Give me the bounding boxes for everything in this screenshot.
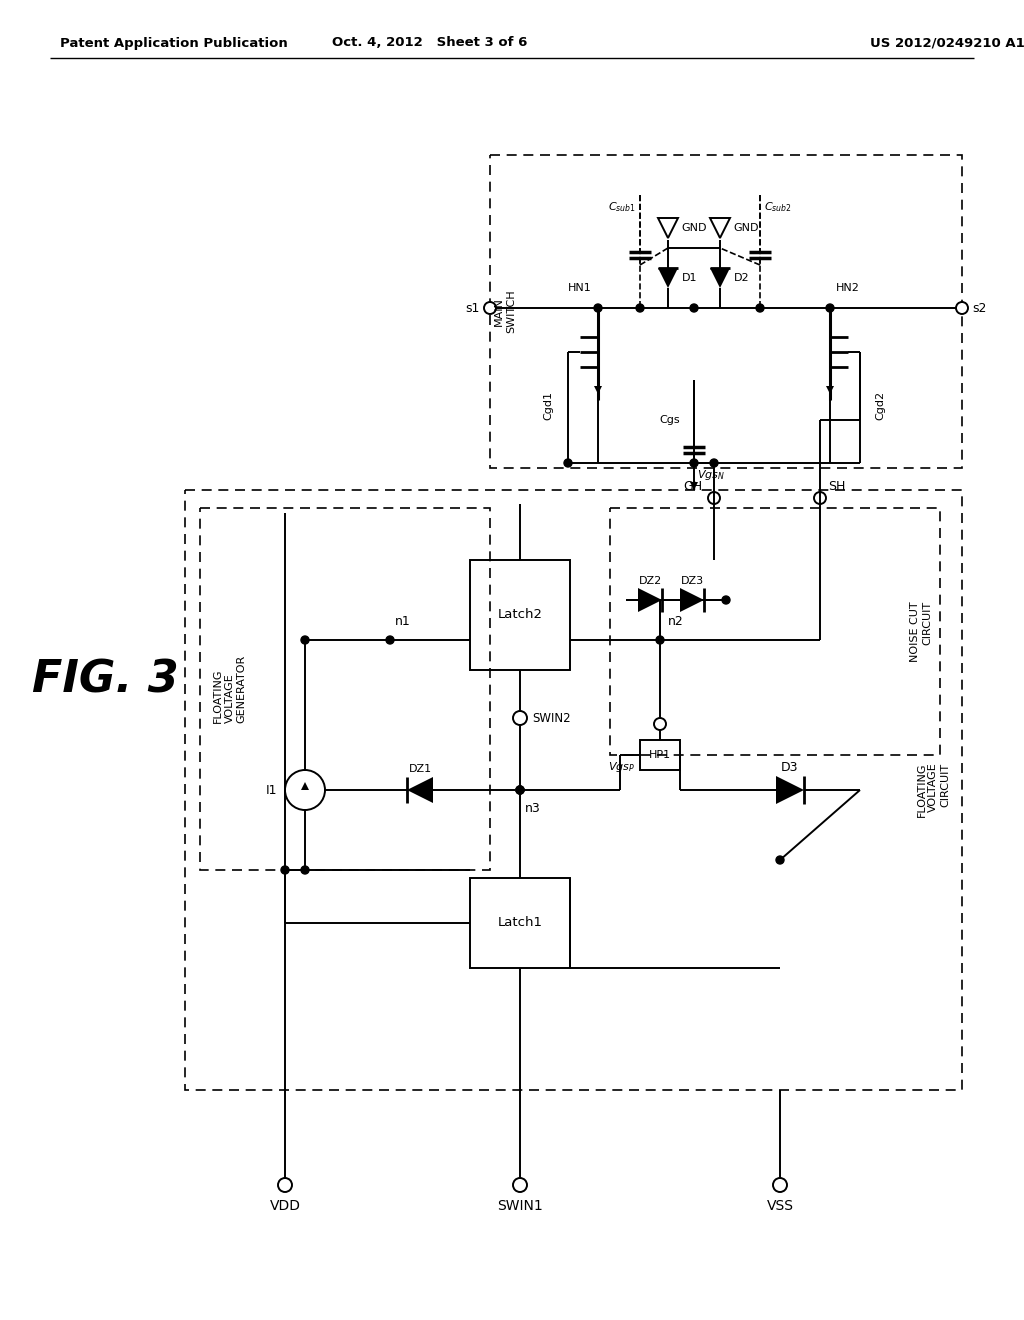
Bar bbox=[610, 508, 940, 755]
Circle shape bbox=[301, 636, 309, 644]
Circle shape bbox=[516, 785, 524, 795]
Text: SWIN2: SWIN2 bbox=[532, 711, 570, 725]
Polygon shape bbox=[776, 776, 804, 804]
Text: Cgd1: Cgd1 bbox=[543, 391, 553, 420]
Circle shape bbox=[516, 785, 524, 795]
Text: Oct. 4, 2012   Sheet 3 of 6: Oct. 4, 2012 Sheet 3 of 6 bbox=[333, 37, 527, 49]
Circle shape bbox=[710, 459, 718, 467]
Circle shape bbox=[690, 304, 698, 312]
Text: Cgs: Cgs bbox=[659, 414, 680, 425]
Text: FLOATING
VOLTAGE
CIRCUIT: FLOATING VOLTAGE CIRCUIT bbox=[916, 763, 950, 817]
Text: NOISE CUT
CIRCUIT: NOISE CUT CIRCUIT bbox=[910, 601, 932, 661]
Polygon shape bbox=[407, 777, 433, 803]
Polygon shape bbox=[690, 482, 698, 490]
Text: Latch2: Latch2 bbox=[498, 609, 543, 622]
Bar bbox=[640, 741, 680, 770]
Text: n3: n3 bbox=[525, 803, 541, 814]
Polygon shape bbox=[710, 268, 730, 288]
Text: FLOATING
VOLTAGE
GENERATOR: FLOATING VOLTAGE GENERATOR bbox=[213, 655, 246, 723]
Circle shape bbox=[708, 492, 720, 504]
Circle shape bbox=[776, 855, 784, 865]
Circle shape bbox=[594, 304, 602, 312]
Text: SH: SH bbox=[828, 480, 846, 492]
Bar bbox=[470, 560, 570, 671]
Polygon shape bbox=[826, 385, 834, 393]
Circle shape bbox=[484, 302, 496, 314]
Circle shape bbox=[690, 459, 698, 467]
Circle shape bbox=[826, 304, 834, 312]
Bar bbox=[490, 154, 962, 469]
Circle shape bbox=[278, 1177, 292, 1192]
Circle shape bbox=[956, 302, 968, 314]
Text: DZ1: DZ1 bbox=[409, 764, 431, 774]
Circle shape bbox=[756, 304, 764, 312]
Circle shape bbox=[281, 866, 289, 874]
Polygon shape bbox=[638, 587, 662, 612]
Text: HP1: HP1 bbox=[649, 750, 671, 760]
Circle shape bbox=[636, 304, 644, 312]
Bar bbox=[200, 508, 490, 870]
Circle shape bbox=[773, 1177, 787, 1192]
Text: VDD: VDD bbox=[269, 1199, 300, 1213]
Text: GH: GH bbox=[683, 480, 702, 492]
Circle shape bbox=[513, 711, 527, 725]
Text: s2: s2 bbox=[972, 301, 986, 314]
Text: DZ2: DZ2 bbox=[638, 576, 662, 586]
Text: $Vgs_N$: $Vgs_N$ bbox=[697, 469, 725, 482]
Circle shape bbox=[722, 597, 730, 605]
Polygon shape bbox=[594, 385, 602, 393]
Text: D3: D3 bbox=[781, 762, 799, 774]
Text: Patent Application Publication: Patent Application Publication bbox=[60, 37, 288, 49]
Circle shape bbox=[516, 785, 524, 795]
Text: Latch1: Latch1 bbox=[498, 916, 543, 929]
Circle shape bbox=[285, 770, 325, 810]
Text: MAIN
SWITCH: MAIN SWITCH bbox=[495, 289, 516, 334]
Text: n1: n1 bbox=[395, 615, 411, 628]
Circle shape bbox=[814, 492, 826, 504]
Polygon shape bbox=[658, 268, 678, 288]
Circle shape bbox=[513, 1177, 527, 1192]
Text: $Vgs_P$: $Vgs_P$ bbox=[608, 760, 635, 774]
Text: $C_{sub2}$: $C_{sub2}$ bbox=[764, 201, 792, 214]
Bar bbox=[470, 878, 570, 968]
Polygon shape bbox=[680, 587, 705, 612]
Text: SWIN1: SWIN1 bbox=[497, 1199, 543, 1213]
Text: n2: n2 bbox=[668, 615, 684, 628]
Circle shape bbox=[656, 636, 664, 644]
Circle shape bbox=[564, 459, 572, 467]
Bar bbox=[185, 490, 962, 1090]
Text: HN1: HN1 bbox=[568, 282, 592, 293]
Text: Cgd2: Cgd2 bbox=[874, 391, 885, 420]
Circle shape bbox=[654, 718, 666, 730]
Text: I1: I1 bbox=[265, 784, 278, 796]
Polygon shape bbox=[301, 781, 309, 789]
Circle shape bbox=[386, 636, 394, 644]
Text: D2: D2 bbox=[734, 273, 750, 282]
Text: US 2012/0249210 A1: US 2012/0249210 A1 bbox=[870, 37, 1024, 49]
Text: $C_{sub1}$: $C_{sub1}$ bbox=[608, 201, 636, 214]
Text: FIG. 3: FIG. 3 bbox=[32, 659, 178, 701]
Text: s1: s1 bbox=[466, 301, 480, 314]
Circle shape bbox=[301, 866, 309, 874]
Text: DZ3: DZ3 bbox=[680, 576, 703, 586]
Text: HN2: HN2 bbox=[836, 282, 860, 293]
Text: D1: D1 bbox=[682, 273, 697, 282]
Text: VSS: VSS bbox=[767, 1199, 794, 1213]
Text: GND: GND bbox=[681, 223, 707, 234]
Text: GND: GND bbox=[733, 223, 759, 234]
